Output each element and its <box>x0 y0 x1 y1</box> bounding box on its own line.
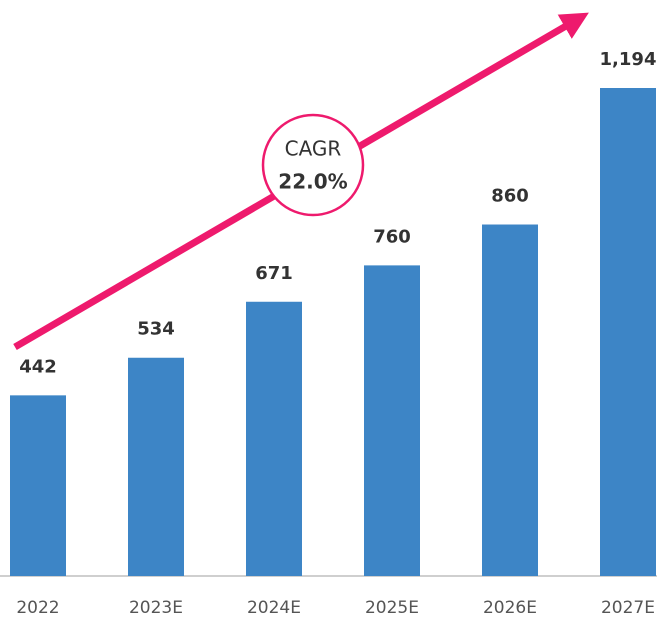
bar <box>482 224 538 576</box>
bar <box>246 301 302 576</box>
bar <box>128 357 184 576</box>
cagr-value: 22.0% <box>278 170 347 194</box>
bar <box>600 88 656 576</box>
value-label: 760 <box>373 226 411 247</box>
value-label: 1,194 <box>600 49 657 70</box>
value-label: 671 <box>255 263 293 284</box>
cagr-label: CAGR <box>285 137 342 161</box>
x-tick-label: 2025E <box>365 598 419 617</box>
x-tick-label: 2022 <box>16 598 59 617</box>
x-tick-label: 2024E <box>247 598 301 617</box>
value-label: 534 <box>137 319 175 340</box>
value-label: 860 <box>491 186 529 207</box>
cagr-circle <box>261 113 365 217</box>
x-tick-label: 2026E <box>483 598 537 617</box>
x-tick-label: 2027E <box>601 598 655 617</box>
bar <box>364 265 420 576</box>
bar <box>10 395 66 576</box>
x-tick-label: 2023E <box>129 598 183 617</box>
value-label: 442 <box>19 356 57 377</box>
